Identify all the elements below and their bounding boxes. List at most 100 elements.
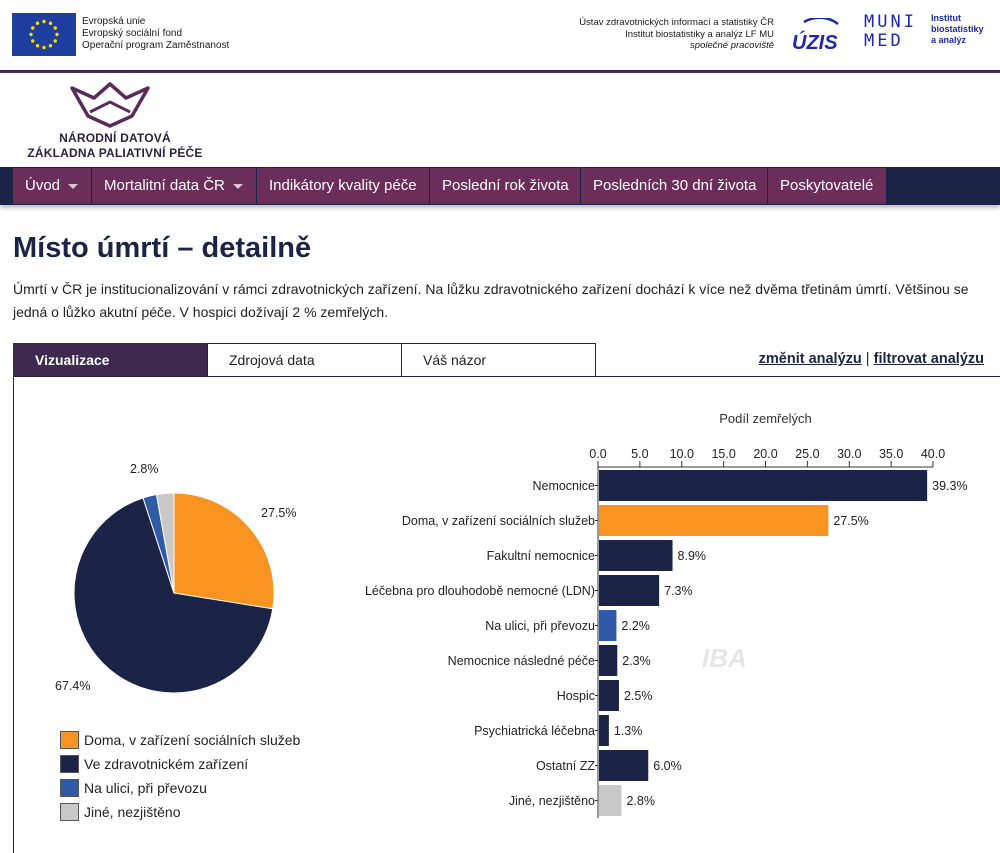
nav-item-indikatory[interactable]: Indikátory kvality péče (257, 168, 429, 204)
nav-item-uvod[interactable]: Úvod (13, 168, 91, 204)
bar-category-label: Nemocnice následné péče (448, 654, 595, 668)
x-tick-label: 0.0 (589, 447, 606, 461)
legend-item[interactable]: Doma, v zařízení sociálních služeb (60, 731, 300, 755)
bar[interactable] (599, 610, 617, 641)
bar-value-label: 6.0% (653, 759, 682, 773)
legend-label: Ve zdravotnickém zařízení (84, 756, 249, 772)
nav-item-posledni-rok[interactable]: Poslední rok života (430, 168, 580, 204)
bar-category-label: Na ulici, při převozu (485, 619, 595, 633)
pie-legend: Doma, v zařízení sociálních služeb Ve zd… (60, 731, 300, 827)
pie-chart-svg (73, 492, 275, 694)
bar-value-label: 8.9% (678, 549, 707, 563)
legend-item[interactable]: Na ulici, při převozu (60, 779, 300, 803)
bar[interactable] (599, 680, 619, 711)
change-analysis-link[interactable]: změnit analýzu (758, 351, 862, 367)
page-intro: Úmrtí v ČR je institucionalizování v rám… (13, 281, 969, 320)
x-tick-label: 35.0 (879, 447, 903, 461)
nav-item-poskytovatele[interactable]: Poskytovatelé (768, 168, 886, 204)
eu-line: Evropský sociální fond (82, 28, 183, 39)
bar-value-label: 2.2% (621, 619, 650, 633)
x-tick-label: 5.0 (631, 447, 648, 461)
eu-star (53, 26, 57, 30)
eu-star (48, 44, 53, 48)
eu-star (31, 26, 35, 30)
pie-slice[interactable] (155, 492, 175, 594)
eu-line: Evropská unie (82, 16, 146, 27)
filter-analysis-link[interactable]: filtrovat analýzu (873, 351, 984, 367)
bar-value-label: 39.3% (932, 479, 967, 493)
bar-category-label: Doma, v zařízení sociálních služeb (402, 514, 595, 528)
nav-item-label: Poslední rok života (442, 177, 569, 194)
pie-label-other: 2.8% (130, 462, 159, 476)
nav-item-label: Indikátory kvality péče (269, 177, 417, 194)
bar[interactable] (599, 750, 649, 781)
muni-sub-line: Institut (931, 13, 961, 23)
bar-category-label: Léčebna pro dlouhodobě nemocné (LDN) (365, 584, 595, 598)
brand-logo-icon[interactable] (70, 82, 150, 128)
pie-slice[interactable] (73, 497, 274, 694)
pie-chart: 27.5% 67.4% 2.8% (40, 460, 300, 710)
legend-swatch (60, 731, 79, 749)
nav-item-label: Mortalitní data ČR (104, 177, 225, 194)
tab-vizualizace[interactable]: Vizualizace (13, 343, 208, 377)
chevron-down-icon (232, 183, 243, 189)
bar[interactable] (599, 645, 618, 676)
med-line: MED (864, 31, 904, 51)
nav-item-mortalitni-data[interactable]: Mortalitní data ČR (92, 168, 256, 204)
uzis-logo-text: ÚZIS (792, 30, 838, 54)
bar-value-label: 2.3% (622, 654, 651, 668)
bar-value-label: 27.5% (833, 514, 868, 528)
tab-actions-separator: | (865, 351, 870, 367)
pie-slice[interactable] (173, 492, 275, 610)
eu-star (55, 32, 59, 37)
uzis-italic: společné pracoviště (690, 40, 774, 51)
bar-category-label: Psychiatrická léčebna (474, 724, 595, 738)
legend-item[interactable]: Jiné, nezjištěno (60, 803, 300, 827)
bar[interactable] (599, 470, 928, 501)
legend-label: Na ulici, při převozu (84, 780, 207, 796)
x-tick-label: 15.0 (711, 447, 735, 461)
bar[interactable] (599, 575, 660, 606)
nav-item-poslednich-30-dni[interactable]: Posledních 30 dní života (581, 168, 767, 204)
bar-value-label: 2.5% (624, 689, 653, 703)
eu-star (29, 32, 33, 37)
bar-category-label: Fakultní nemocnice (487, 549, 595, 563)
x-tick-label: 30.0 (837, 447, 861, 461)
uzis-text: Ústav zdravotnických informací a statist… (579, 17, 774, 52)
main-nav: Úvod Mortalitní data ČR Indikátory kvali… (0, 167, 1000, 205)
legend-label: Doma, v zařízení sociálních služeb (84, 732, 301, 748)
bar[interactable] (599, 785, 622, 816)
muni-med-logo[interactable]: MUNI MED (864, 13, 917, 51)
tab-zdrojova-data[interactable]: Zdrojová data (207, 343, 402, 377)
uzis-logo[interactable]: ÚZIS (790, 18, 848, 54)
visualization-panel (13, 376, 1000, 853)
page-title: Místo úmrtí – detailně (13, 232, 312, 264)
tab-label: Váš názor (423, 352, 487, 368)
brand-line: NÁRODNÍ DATOVÁ (59, 131, 171, 145)
pie-label-home: 27.5% (261, 506, 297, 520)
pie-label-health-facility: 67.4% (55, 679, 91, 693)
bar[interactable] (599, 540, 673, 571)
eu-star (31, 39, 35, 43)
chart-title: Podíl zemřelých (719, 411, 811, 426)
legend-label: Jiné, nezjištěno (84, 804, 181, 820)
header-divider (0, 70, 1000, 73)
brand-title[interactable]: NÁRODNÍ DATOVÁ ZÁKLADNA PALIATIVNÍ PÉČE (20, 131, 210, 161)
bar-value-label: 7.3% (664, 584, 693, 598)
uzis-line: Institut biostatistiky a analýz LF MU (625, 28, 774, 40)
eu-star (35, 21, 40, 25)
legend-item[interactable]: Ve zdravotnickém zařízení (60, 755, 300, 779)
bar-value-label: 2.8% (626, 794, 655, 808)
funding-header: Evropská unie Evropský sociální fond Ope… (0, 0, 1000, 70)
bar[interactable] (599, 715, 609, 746)
bar-value-label: 1.3% (614, 724, 643, 738)
bar[interactable] (599, 505, 829, 536)
tab-actions: změnit analýzu | filtrovat analýzu (759, 351, 984, 367)
x-tick-label: 20.0 (753, 447, 777, 461)
eu-flag-icon (12, 13, 76, 56)
tab-vas-nazor[interactable]: Váš názor (401, 343, 596, 377)
eu-star (42, 19, 46, 24)
muni-subtitle: Institut biostatistiky a analýz (931, 13, 984, 46)
tab-label: Vizualizace (35, 352, 110, 368)
bar-category-label: Nemocnice (532, 479, 595, 493)
